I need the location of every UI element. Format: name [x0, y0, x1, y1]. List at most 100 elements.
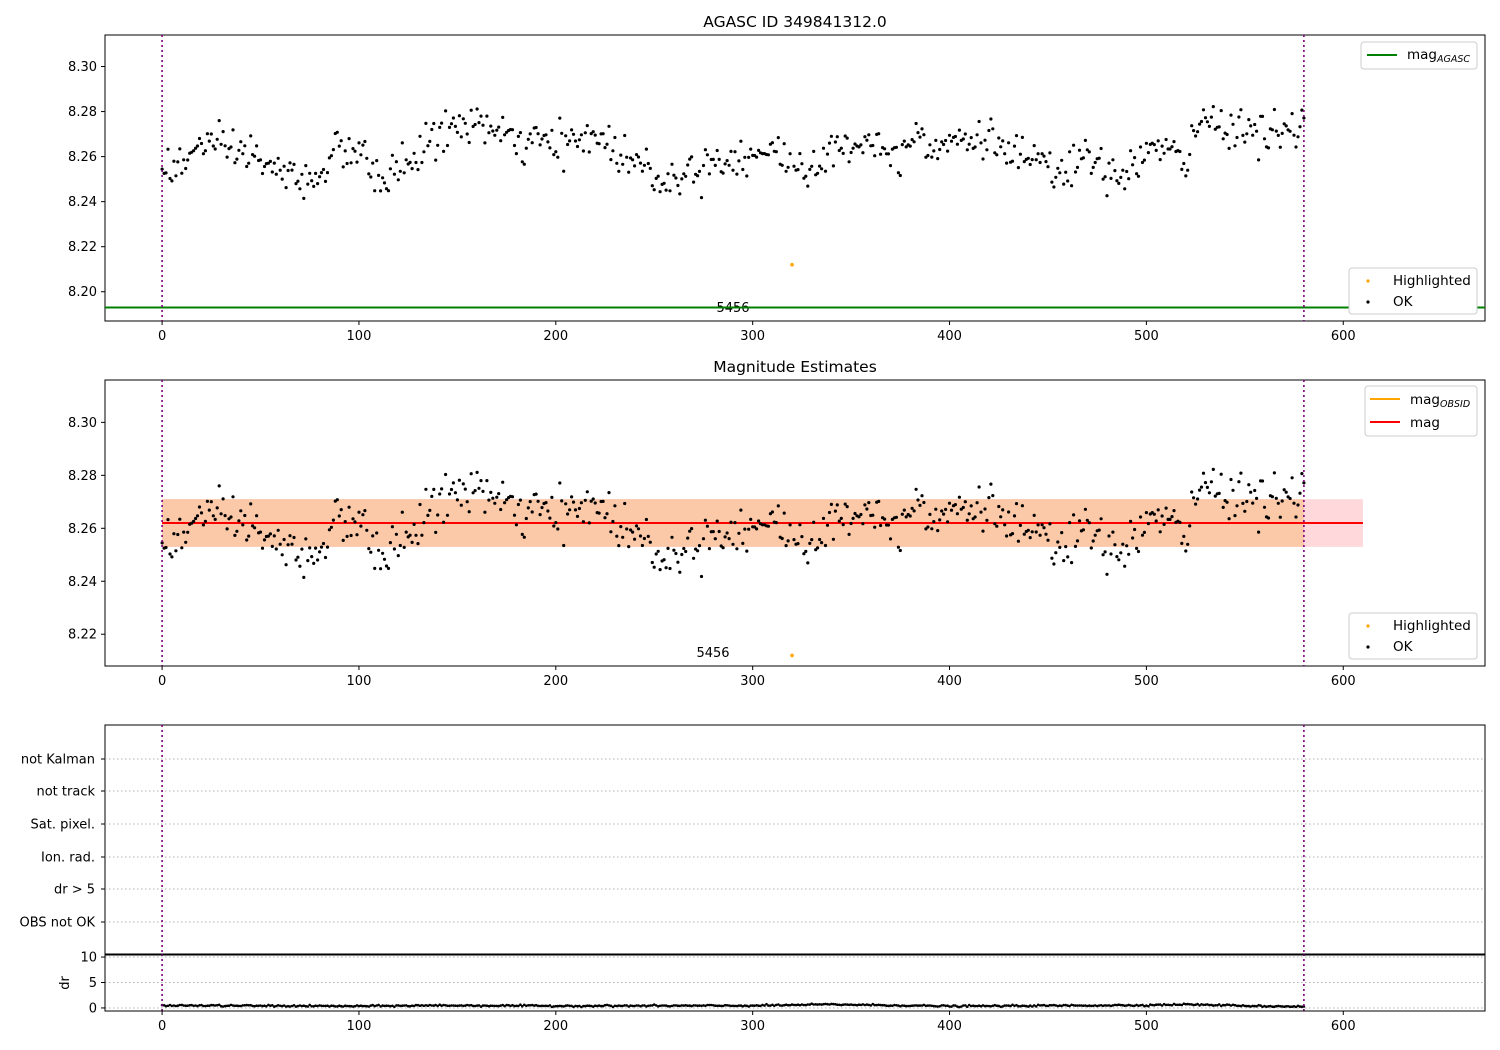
ok-point: [424, 121, 428, 125]
ok-point: [723, 535, 727, 539]
ok-point: [1058, 171, 1062, 175]
ok-point: [353, 149, 357, 153]
dr-point: [792, 1003, 796, 1007]
ok-point: [526, 137, 530, 141]
ok-point: [327, 528, 331, 532]
ok-point: [995, 153, 999, 157]
dr-point: [554, 1004, 558, 1008]
ok-point: [725, 159, 729, 163]
ok-point: [1097, 528, 1101, 532]
dr-point: [1225, 1003, 1229, 1006]
dr-point: [769, 1004, 772, 1007]
dr-point: [1202, 1003, 1205, 1007]
ok-point: [217, 119, 221, 123]
ok-point: [1239, 108, 1243, 112]
ok-point: [1099, 517, 1103, 521]
dr-point: [747, 1005, 750, 1008]
legend-ok-label: OK: [1393, 294, 1414, 310]
dr-point: [798, 1003, 802, 1007]
ok-point: [1207, 491, 1211, 495]
ok-point: [493, 501, 497, 505]
ok-point: [849, 150, 853, 155]
dr-point: [826, 1002, 829, 1006]
dr-point: [578, 1004, 581, 1008]
ok-point: [524, 146, 528, 150]
ok-point: [654, 176, 658, 180]
ok-point: [1209, 115, 1213, 119]
ok-point: [434, 158, 438, 162]
dr-point: [696, 1004, 699, 1007]
ok-point: [806, 184, 810, 188]
dr-point: [794, 1003, 798, 1007]
dr-point: [710, 1003, 713, 1007]
ok-point: [1237, 480, 1241, 484]
dr-point: [572, 1005, 575, 1009]
ok-point: [922, 133, 926, 137]
dr-point: [1088, 1004, 1091, 1007]
ok-point: [784, 169, 788, 173]
dr-point: [1219, 1004, 1223, 1008]
dr-point: [822, 1002, 825, 1006]
ok-point: [1239, 471, 1243, 475]
ok-point: [634, 524, 639, 528]
ok-point: [416, 168, 420, 172]
ok-point: [729, 520, 733, 524]
dr-point: [692, 1004, 695, 1007]
p2-xtick-label-200: 200: [543, 674, 568, 689]
ok-point: [414, 160, 418, 165]
dr-point: [1275, 1004, 1278, 1008]
dr-point: [473, 1004, 477, 1008]
ok-point: [428, 139, 432, 143]
ok-point: [215, 506, 219, 510]
ok-point: [453, 124, 457, 128]
ok-point: [245, 164, 249, 169]
ok-point: [593, 501, 597, 505]
ok-point: [1046, 165, 1050, 169]
ok-point: [369, 175, 373, 179]
dr-point: [1064, 1003, 1067, 1007]
ok-point: [749, 517, 753, 522]
ok-point: [203, 519, 207, 523]
ok-point: [184, 166, 188, 171]
ok-point: [914, 487, 918, 491]
ok-point: [690, 155, 694, 159]
ok-point: [692, 556, 696, 560]
ok-point: [1129, 149, 1133, 153]
ok-point: [438, 125, 442, 129]
dr-point: [1300, 1005, 1304, 1008]
ok-point: [1294, 515, 1298, 519]
ok-point: [757, 519, 761, 523]
p1-ytick-label-1: 8.22: [68, 240, 97, 255]
dr-point: [422, 1004, 426, 1008]
ok-point: [1073, 544, 1078, 549]
ok-point: [947, 133, 952, 137]
dr-point: [574, 1004, 577, 1008]
ok-point: [1255, 496, 1259, 500]
ok-point: [331, 518, 335, 522]
ok-point: [721, 546, 725, 550]
dr-point: [521, 1004, 524, 1008]
dr-point: [1093, 1004, 1097, 1007]
ok-point: [318, 175, 322, 179]
ok-point: [633, 164, 637, 168]
ok-point: [916, 498, 920, 502]
ok-point: [430, 127, 434, 132]
ok-point: [321, 541, 326, 546]
ok-point: [1117, 558, 1121, 562]
ok-point: [1231, 488, 1235, 492]
dr-point: [324, 1004, 327, 1008]
p2-xtick-label-400: 400: [937, 674, 962, 689]
ok-point: [831, 537, 836, 541]
ok-point: [528, 132, 532, 136]
dr-point: [511, 1003, 514, 1007]
ok-point: [302, 575, 306, 580]
dr-point: [1217, 1003, 1221, 1006]
ok-point: [455, 498, 459, 502]
ok-point: [621, 162, 625, 166]
ok-point: [975, 133, 979, 137]
ok-point: [510, 128, 515, 132]
ok-point: [818, 164, 822, 168]
ok-point: [640, 543, 645, 548]
dr-point: [440, 1004, 443, 1007]
dr-point: [1286, 1005, 1290, 1008]
